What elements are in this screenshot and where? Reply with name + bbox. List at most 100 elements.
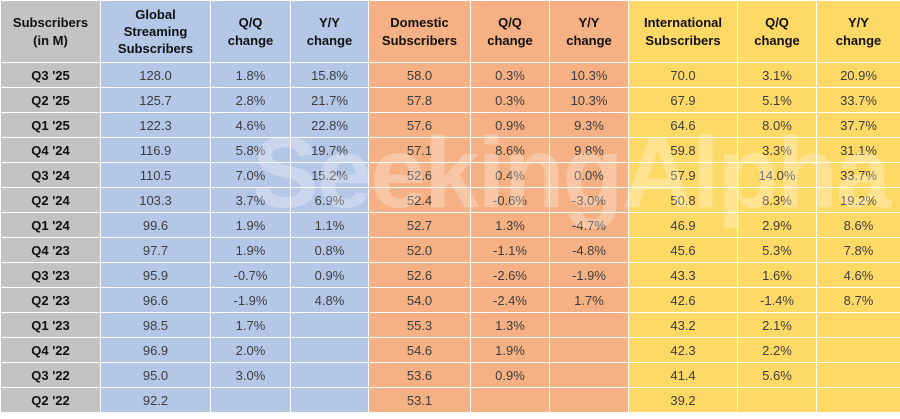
cell-global_qq: 3.0%: [210, 362, 291, 388]
cell-intl: 43.2: [628, 312, 738, 338]
cell-global_qq: 2.8%: [210, 87, 291, 113]
cell-intl_qq: 2.2%: [737, 337, 817, 363]
cell-domestic_qq: 8.6%: [470, 137, 550, 163]
column-header-domestic_yy: Y/Y change: [549, 0, 629, 63]
cell-intl_yy: 37.7%: [816, 112, 900, 138]
cell-domestic_qq: 0.3%: [470, 62, 550, 88]
cell-domestic_qq: 1.9%: [470, 337, 550, 363]
table-row: Q1 '25 122.3 4.6% 22.8% 57.6 0.9% 9.3% 64.6 8.0%…: [0, 112, 900, 138]
table-row: Q2 '24 103.3 3.7% 6.9% 52.4 -0.6% -3.0% 50.8 8.3…: [0, 187, 900, 213]
table-row: Q2 '25 125.7 2.8% 21.7% 57.8 0.3% 10.3% 67.9 5.1…: [0, 87, 900, 113]
cell-global: 128.0: [100, 62, 211, 88]
cell-domestic: 52.6: [368, 262, 471, 288]
cell-domestic: 57.8: [368, 87, 471, 113]
cell-domestic_qq: -2.4%: [470, 287, 550, 313]
cell-domestic: 52.4: [368, 187, 471, 213]
column-header-domestic: Domestic Subscribers: [368, 0, 471, 63]
cell-domestic_yy: [549, 312, 629, 338]
cell-intl: 39.2: [628, 387, 738, 413]
cell-intl_qq: 3.1%: [737, 62, 817, 88]
cell-intl: 64.6: [628, 112, 738, 138]
cell-global_yy: 19.7%: [290, 137, 369, 163]
cell-intl_yy: 8.7%: [816, 287, 900, 313]
cell-domestic: 53.6: [368, 362, 471, 388]
table-row: Q3 '25 128.0 1.8% 15.8% 58.0 0.3% 10.3% 70.0 3.1…: [0, 62, 900, 88]
quarter-label: Q2 '25: [0, 87, 101, 113]
cell-global_qq: 1.9%: [210, 212, 291, 238]
quarter-label: Q4 '22: [0, 337, 101, 363]
cell-global: 95.0: [100, 362, 211, 388]
table-row: Q4 '24 116.9 5.8% 19.7% 57.1 8.6% 9.8% 59.8 3.3%…: [0, 137, 900, 163]
cell-intl: 42.3: [628, 337, 738, 363]
cell-domestic_yy: 9.3%: [549, 112, 629, 138]
cell-domestic: 54.6: [368, 337, 471, 363]
cell-global: 96.6: [100, 287, 211, 313]
cell-intl_yy: 19.2%: [816, 187, 900, 213]
cell-intl_qq: 5.6%: [737, 362, 817, 388]
table-row: Q2 '22 92.2 53.1 39.2: [0, 387, 900, 413]
cell-global: 95.9: [100, 262, 211, 288]
cell-intl: 59.8: [628, 137, 738, 163]
cell-intl_qq: 14.0%: [737, 162, 817, 188]
table-row: Q3 '23 95.9 -0.7% 0.9% 52.6 -2.6% -1.9% 43.3 1.6…: [0, 262, 900, 288]
quarter-label: Q1 '24: [0, 212, 101, 238]
column-header-global_yy: Y/Y change: [290, 0, 369, 63]
cell-domestic_qq: 0.9%: [470, 112, 550, 138]
cell-global: 116.9: [100, 137, 211, 163]
cell-intl_yy: 20.9%: [816, 62, 900, 88]
cell-global: 92.2: [100, 387, 211, 413]
cell-global: 122.3: [100, 112, 211, 138]
cell-global_qq: 4.6%: [210, 112, 291, 138]
table-body: Q3 '25 128.0 1.8% 15.8% 58.0 0.3% 10.3% 70.0 3.1…: [0, 62, 900, 413]
header-row: Subscribers (in M) Global Streaming Subsc…: [0, 0, 900, 63]
cell-domestic_yy: 0.0%: [549, 162, 629, 188]
cell-global: 125.7: [100, 87, 211, 113]
cell-intl_qq: 8.0%: [737, 112, 817, 138]
quarter-label: Q4 '24: [0, 137, 101, 163]
cell-domestic_qq: -0.6%: [470, 187, 550, 213]
cell-global_qq: 7.0%: [210, 162, 291, 188]
cell-intl_qq: 2.1%: [737, 312, 817, 338]
cell-intl_yy: [816, 337, 900, 363]
cell-domestic_qq: 1.3%: [470, 212, 550, 238]
cell-domestic_qq: 1.3%: [470, 312, 550, 338]
cell-global_yy: [290, 337, 369, 363]
cell-domestic_yy: -4.8%: [549, 237, 629, 263]
cell-global_qq: -0.7%: [210, 262, 291, 288]
cell-domestic: 53.1: [368, 387, 471, 413]
cell-intl: 70.0: [628, 62, 738, 88]
quarter-label: Q1 '23: [0, 312, 101, 338]
cell-intl_yy: 33.7%: [816, 87, 900, 113]
quarter-label: Q3 '24: [0, 162, 101, 188]
cell-global_qq: 1.9%: [210, 237, 291, 263]
cell-global: 96.9: [100, 337, 211, 363]
cell-domestic_yy: [549, 362, 629, 388]
cell-domestic_qq: 0.3%: [470, 87, 550, 113]
cell-domestic_yy: 10.3%: [549, 87, 629, 113]
table-row: Q3 '22 95.0 3.0% 53.6 0.9% 41.4 5.6%: [0, 362, 900, 388]
cell-domestic: 57.1: [368, 137, 471, 163]
cell-intl_yy: 33.7%: [816, 162, 900, 188]
cell-global_qq: 1.7%: [210, 312, 291, 338]
quarter-label: Q2 '23: [0, 287, 101, 313]
cell-domestic_qq: -2.6%: [470, 262, 550, 288]
cell-global_yy: 15.2%: [290, 162, 369, 188]
cell-intl_qq: 8.3%: [737, 187, 817, 213]
cell-global_yy: [290, 387, 369, 413]
cell-intl: 57.9: [628, 162, 738, 188]
table-row: Q1 '24 99.6 1.9% 1.1% 52.7 1.3% -4.7% 46.9 2.9% 8…: [0, 212, 900, 238]
cell-global_qq: 2.0%: [210, 337, 291, 363]
cell-global_qq: [210, 387, 291, 413]
cell-intl_yy: 4.6%: [816, 262, 900, 288]
cell-domestic_yy: -3.0%: [549, 187, 629, 213]
table-row: Q3 '24 110.5 7.0% 15.2% 52.6 0.4% 0.0% 57.9 14.0…: [0, 162, 900, 188]
cell-domestic_yy: 1.7%: [549, 287, 629, 313]
cell-domestic_qq: 0.9%: [470, 362, 550, 388]
table-header: Subscribers (in M) Global Streaming Subsc…: [0, 0, 900, 63]
cell-intl_yy: [816, 387, 900, 413]
cell-global_yy: [290, 312, 369, 338]
cell-intl_qq: 5.3%: [737, 237, 817, 263]
cell-global_yy: [290, 362, 369, 388]
cell-intl_qq: [737, 387, 817, 413]
